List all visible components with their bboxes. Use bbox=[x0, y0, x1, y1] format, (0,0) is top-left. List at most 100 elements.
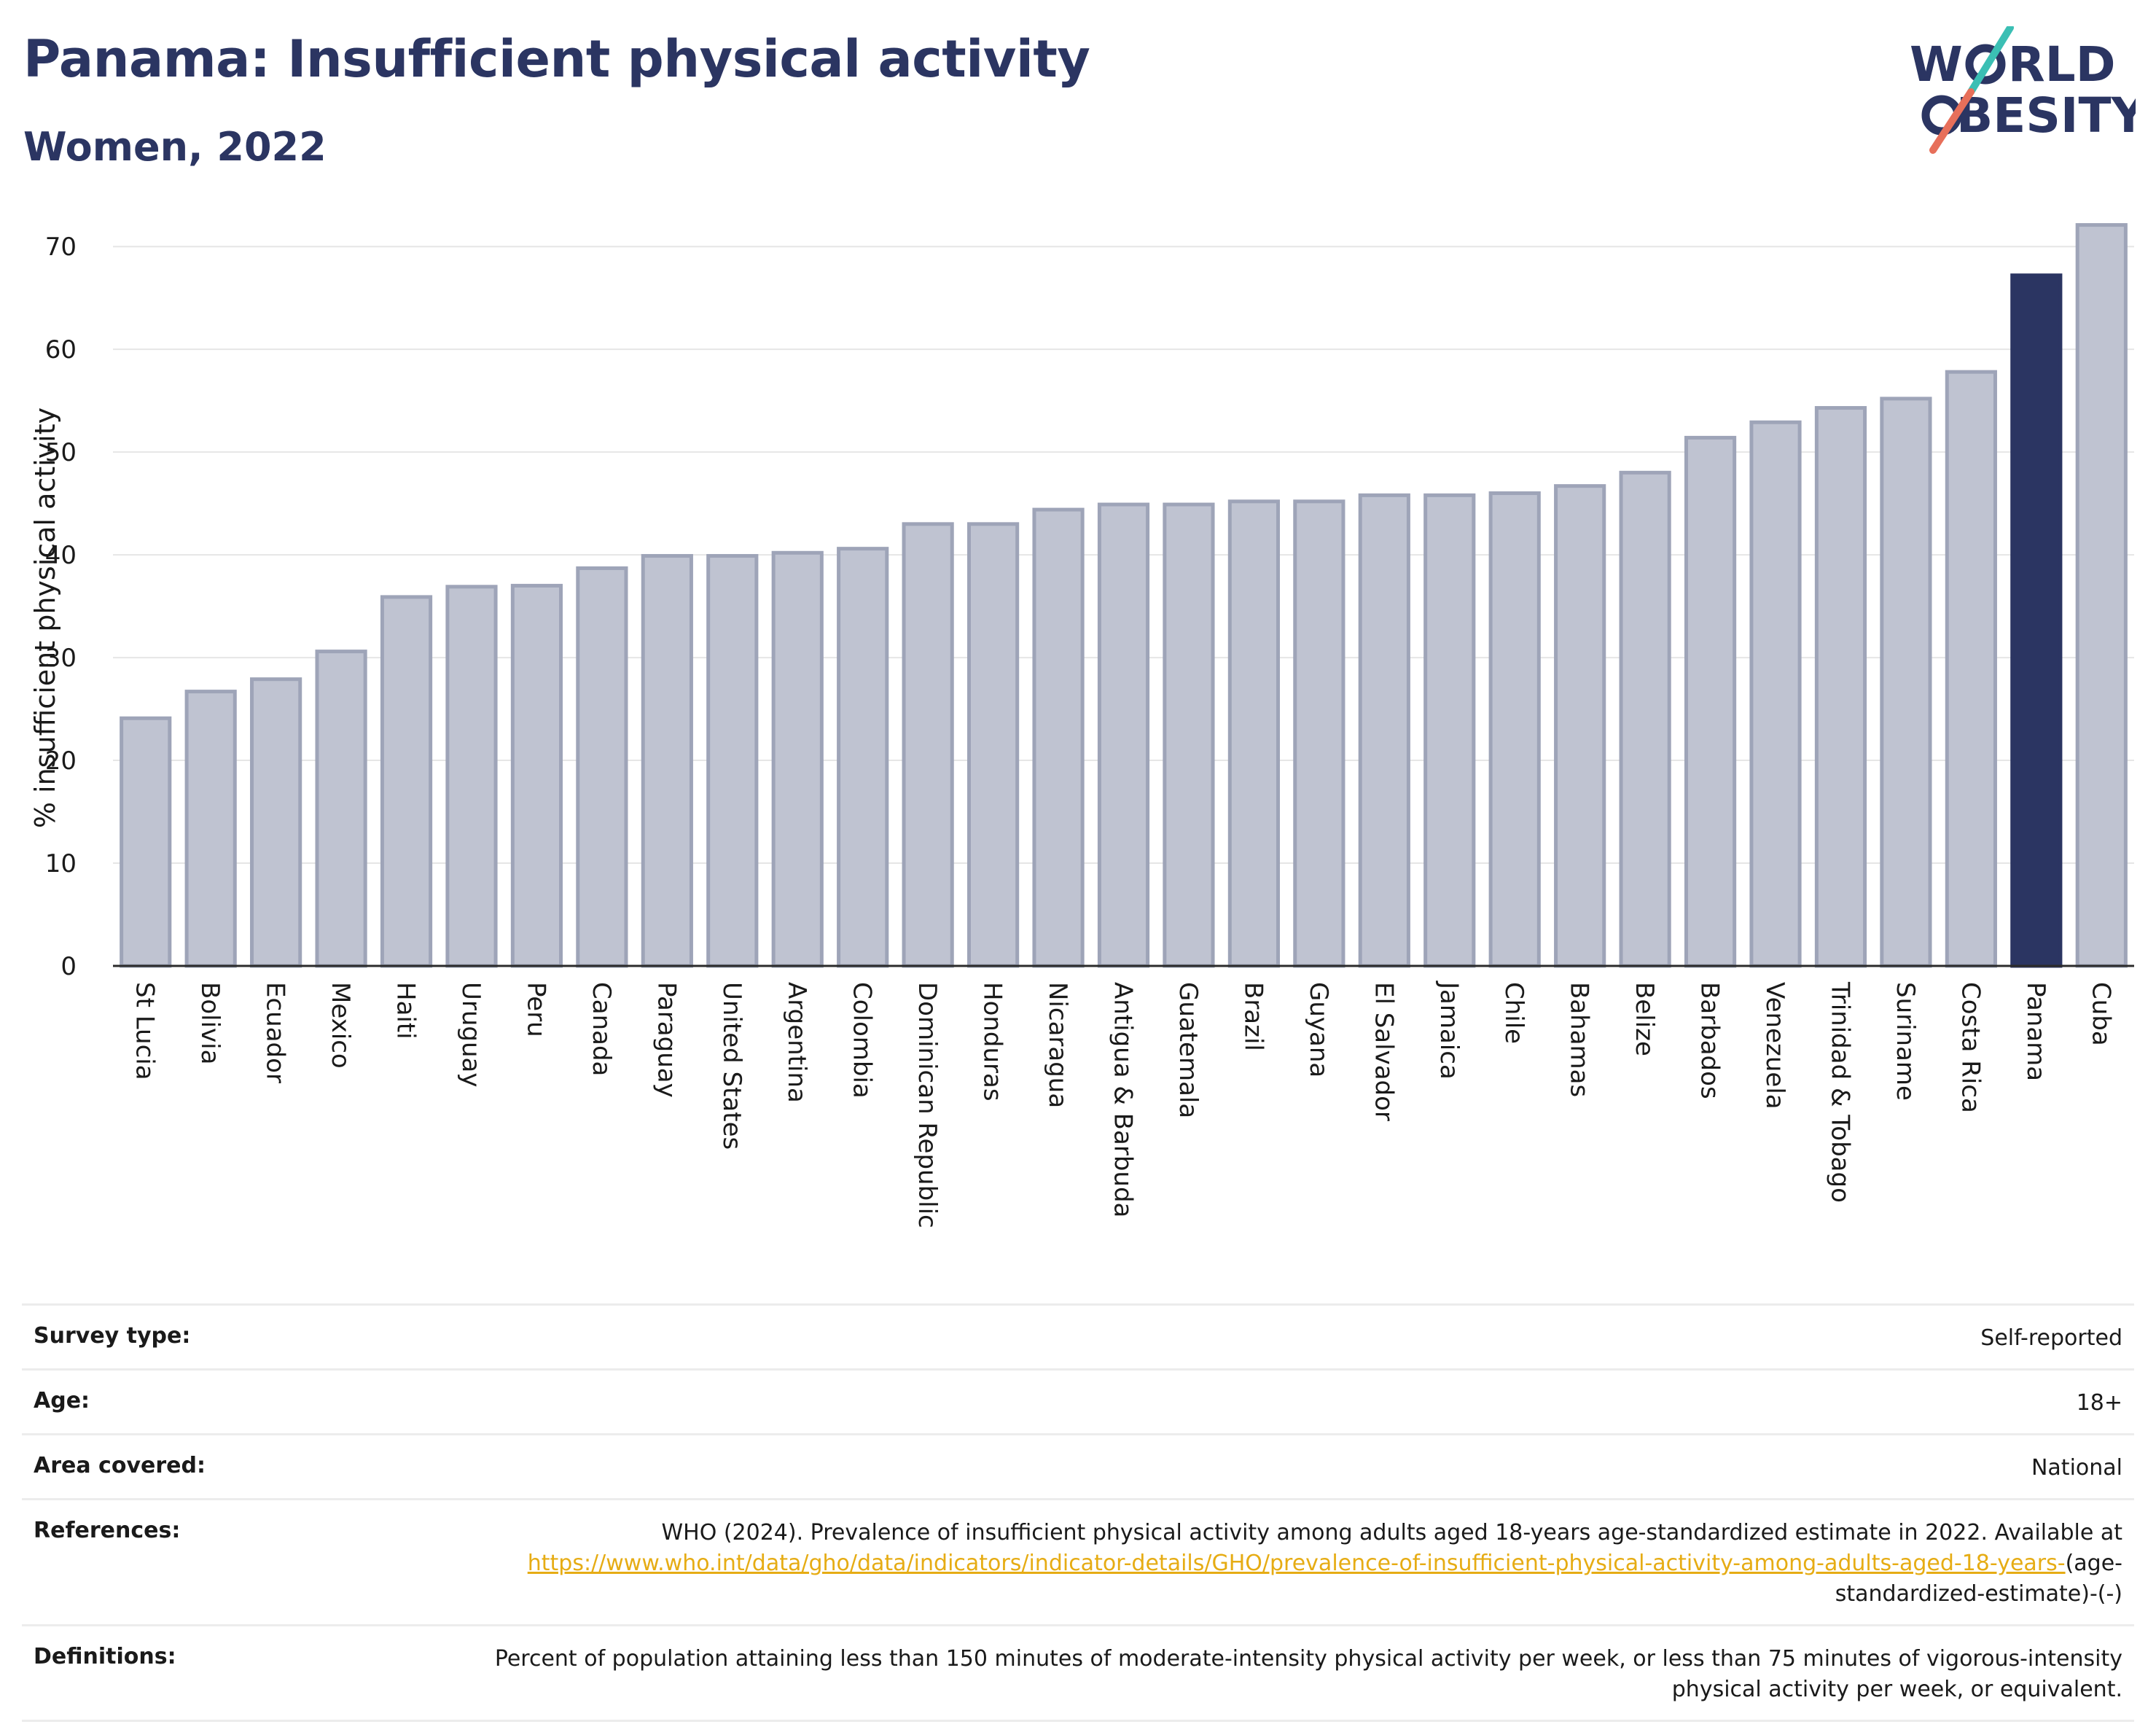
bar bbox=[184, 690, 237, 968]
x-category-label: Canada bbox=[587, 982, 616, 1076]
info-row-survey-type: Survey type: Self-reported bbox=[22, 1303, 2134, 1368]
x-category-label: Guyana bbox=[1304, 982, 1333, 1077]
y-tick-label: 50 bbox=[45, 438, 77, 467]
definitions-label: Definitions: bbox=[34, 1644, 176, 1669]
y-axis-title: % insufficient physical activity bbox=[29, 408, 61, 828]
logo-line2: BESITY bbox=[1956, 87, 2136, 144]
bar-highlight bbox=[2010, 273, 2063, 968]
bar bbox=[1227, 499, 1281, 968]
bars bbox=[120, 223, 2128, 968]
bar bbox=[2075, 223, 2128, 968]
bar bbox=[1488, 491, 1541, 968]
bar bbox=[315, 650, 367, 968]
bar bbox=[1032, 507, 1085, 968]
age-label: Age: bbox=[34, 1388, 90, 1414]
info-table: Survey type: Self-reported Age: 18+ Area… bbox=[22, 1303, 2134, 1722]
page-title: Panama: Insufficient physical activity bbox=[23, 29, 1090, 89]
bar bbox=[445, 585, 498, 968]
x-category-label: Cuba bbox=[2086, 982, 2115, 1046]
bar bbox=[1619, 470, 1671, 968]
y-tick-label: 10 bbox=[45, 849, 77, 878]
page-subtitle: Women, 2022 bbox=[23, 124, 327, 170]
x-category-label: Antigua & Barbuda bbox=[1109, 982, 1138, 1217]
bar bbox=[1163, 502, 1215, 968]
bar bbox=[966, 522, 1020, 968]
x-category-label: Guatemala bbox=[1173, 982, 1203, 1118]
bar bbox=[1097, 502, 1150, 968]
y-tick-label: 30 bbox=[45, 644, 77, 673]
bar bbox=[380, 595, 433, 968]
y-tick-label: 20 bbox=[45, 746, 77, 776]
bar bbox=[576, 566, 628, 968]
bar bbox=[837, 547, 889, 968]
x-category-label: Barbados bbox=[1695, 982, 1725, 1099]
area-label: Area covered: bbox=[34, 1453, 206, 1478]
bar bbox=[641, 554, 693, 968]
bar bbox=[902, 522, 954, 968]
world-obesity-logo: W RLD BESITY bbox=[1910, 26, 2136, 154]
logo-o-top bbox=[1965, 44, 2006, 85]
x-category-label: Chile bbox=[1499, 982, 1528, 1044]
info-row-definitions: Definitions: Percent of population attai… bbox=[22, 1624, 2134, 1722]
bar bbox=[1423, 493, 1476, 968]
bar-chart: 0 10 20 30 40 50 60 70 St Lucia Bolivia Ecuador Me… bbox=[29, 223, 2134, 1228]
bar bbox=[1358, 493, 1410, 968]
x-category-label: United States bbox=[717, 982, 746, 1150]
x-category-label: Brazil bbox=[1238, 982, 1268, 1051]
bar bbox=[1554, 484, 1606, 968]
x-category-label: Honduras bbox=[978, 982, 1007, 1102]
x-category-label: Dominican Republic bbox=[913, 982, 942, 1228]
references-text: WHO (2024). Prevalence of insufficient p… bbox=[661, 1520, 2122, 1545]
logo-slash-teal bbox=[1967, 26, 2014, 95]
x-category-label: Ecuador bbox=[261, 982, 290, 1083]
info-row-age: Age: 18+ bbox=[22, 1368, 2134, 1433]
references-label: References: bbox=[34, 1518, 181, 1543]
x-category-label: Argentina bbox=[782, 982, 811, 1103]
survey-type-value: Self-reported bbox=[1980, 1325, 2122, 1351]
x-category-label: Suriname bbox=[1891, 982, 1920, 1101]
info-row-area: Area covered: National bbox=[22, 1433, 2134, 1498]
x-category-label: Panama bbox=[2021, 982, 2050, 1081]
logo-slash-coral bbox=[1929, 88, 1975, 154]
bar bbox=[1945, 370, 1997, 968]
x-category-label: Mexico bbox=[326, 982, 355, 1069]
bar bbox=[250, 677, 302, 968]
x-category-label: St Lucia bbox=[130, 982, 160, 1080]
x-category-label: Bolivia bbox=[195, 982, 224, 1064]
bar bbox=[1880, 397, 1932, 968]
x-category-label: Costa Rica bbox=[1956, 982, 1985, 1113]
y-tick-label: 0 bbox=[60, 952, 77, 981]
x-category-label: El Salvador bbox=[1369, 982, 1398, 1121]
x-category-label: Bahamas bbox=[1565, 982, 1594, 1097]
x-category-label: Jamaica bbox=[1434, 980, 1464, 1080]
bar bbox=[1293, 499, 1345, 968]
x-category-label: Colombia bbox=[848, 982, 877, 1099]
y-tick-label: 70 bbox=[45, 233, 77, 262]
references-value: WHO (2024). Prevalence of insufficient p… bbox=[446, 1518, 2122, 1610]
bar bbox=[1749, 420, 1802, 968]
x-category-label: Venezuela bbox=[1760, 982, 1789, 1110]
area-value: National bbox=[2031, 1455, 2122, 1481]
x-category-label: Nicaragua bbox=[1043, 982, 1072, 1108]
bar bbox=[120, 716, 172, 968]
bar bbox=[510, 583, 563, 968]
x-category-label: Haiti bbox=[391, 982, 421, 1040]
definitions-value: Percent of population attaining less tha… bbox=[494, 1646, 2122, 1702]
survey-type-label: Survey type: bbox=[34, 1323, 191, 1349]
bar bbox=[1684, 435, 1737, 968]
x-category-label: Trinidad & Tobago bbox=[1825, 981, 1854, 1203]
y-tick-label: 40 bbox=[45, 541, 77, 570]
x-category-label: Belize bbox=[1630, 982, 1659, 1056]
x-category-label: Peru bbox=[521, 982, 550, 1037]
x-category-labels: St Lucia Bolivia Ecuador Mexico Haiti Uruguay… bbox=[130, 980, 2116, 1228]
bar bbox=[771, 550, 824, 968]
references-link[interactable]: https://www.who.int/data/gho/data/indica… bbox=[527, 1551, 2066, 1576]
age-value: 18+ bbox=[2076, 1390, 2122, 1416]
x-category-label: Uruguay bbox=[456, 982, 485, 1088]
bar bbox=[1814, 406, 1867, 968]
y-tick-labels: 0 10 20 30 40 50 60 70 bbox=[45, 233, 77, 981]
references-suffix: (age-standardized-estimate)-(-) bbox=[1835, 1551, 2122, 1607]
y-tick-label: 60 bbox=[45, 335, 77, 364]
info-row-references: References: WHO (2024). Prevalence of in… bbox=[22, 1498, 2134, 1624]
bar bbox=[706, 554, 759, 968]
